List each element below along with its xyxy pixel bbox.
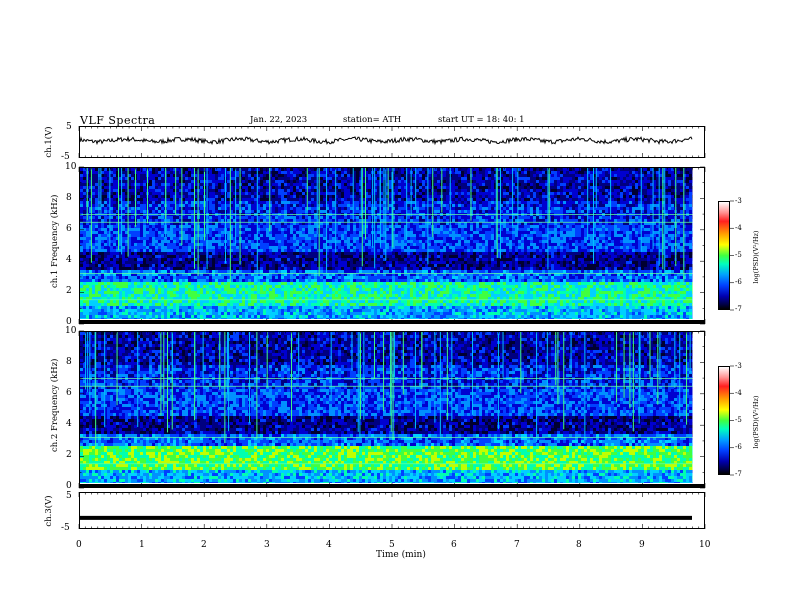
- ch1-waveform-line: [80, 137, 692, 144]
- panel-frame-3: [80, 493, 705, 529]
- plot-canvas: [0, 0, 792, 612]
- ch2-spectrogram-image: [80, 332, 704, 488]
- ch1-spectrogram-image: [80, 168, 704, 324]
